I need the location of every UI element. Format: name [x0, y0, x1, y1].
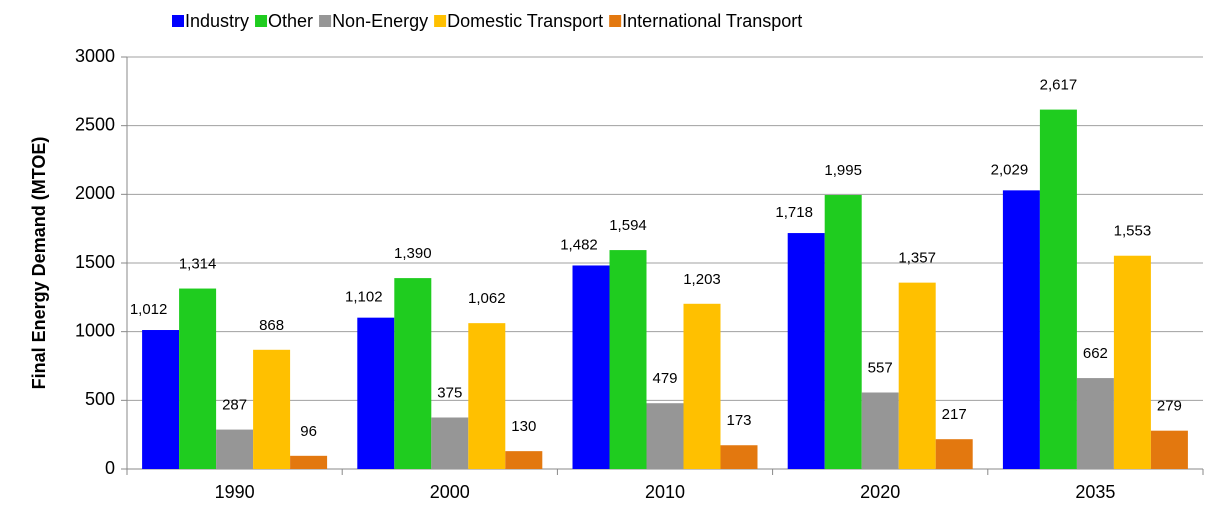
bar — [394, 278, 432, 469]
data-label: 173 — [726, 412, 751, 429]
bar — [468, 323, 506, 469]
bar — [179, 288, 217, 469]
data-label: 662 — [1083, 345, 1108, 362]
x-tick-label: 2000 — [430, 482, 470, 502]
bar — [1150, 430, 1188, 469]
data-label: 279 — [1157, 398, 1182, 415]
bar — [898, 282, 936, 469]
bar — [861, 392, 899, 469]
bar — [1113, 255, 1151, 469]
y-tick-label: 1000 — [75, 320, 115, 340]
legend-label: Domestic Transport — [447, 11, 603, 31]
legend-swatch — [319, 15, 332, 27]
data-label: 96 — [300, 423, 317, 440]
data-label: 1,594 — [609, 217, 647, 234]
y-tick-label: 3000 — [75, 46, 115, 66]
y-tick-label: 2500 — [75, 114, 115, 134]
y-tick-label: 500 — [85, 389, 115, 409]
data-label: 1,012 — [130, 301, 168, 318]
data-label: 479 — [652, 370, 677, 387]
x-tick-label: 2020 — [860, 482, 900, 502]
bar — [142, 330, 180, 469]
legend-swatch — [172, 15, 184, 27]
legend-label: Non-Energy — [332, 11, 428, 31]
bar — [1039, 109, 1077, 469]
data-label: 1,357 — [898, 250, 936, 267]
y-tick-label: 0 — [105, 458, 115, 478]
data-label: 1,553 — [1114, 223, 1152, 240]
y-axis-label: Final Energy Demand (MTOE) — [29, 137, 49, 390]
data-label: 217 — [942, 406, 967, 423]
legend-label: Industry — [185, 11, 249, 31]
legend-swatch — [255, 15, 268, 27]
bar — [505, 451, 543, 469]
bar — [357, 317, 395, 469]
bar — [572, 265, 610, 469]
bar — [609, 250, 647, 469]
bar — [1076, 378, 1114, 469]
legend-label: Other — [268, 11, 313, 31]
data-label: 1,718 — [775, 204, 813, 221]
data-label: 2,617 — [1040, 77, 1078, 94]
data-label: 1,390 — [394, 245, 432, 262]
x-tick-label: 2035 — [1075, 482, 1115, 502]
y-tick-label: 2000 — [75, 183, 115, 203]
data-label: 375 — [437, 384, 462, 401]
data-label: 868 — [259, 317, 284, 334]
bar — [720, 445, 758, 469]
legend-label: International Transport — [622, 11, 802, 31]
data-label: 130 — [511, 418, 536, 435]
data-label: 1,995 — [824, 162, 862, 179]
bar — [216, 429, 254, 469]
data-label: 287 — [222, 397, 247, 414]
data-label: 1,482 — [560, 236, 598, 253]
legend-swatch — [609, 15, 622, 27]
bar — [824, 195, 862, 469]
bar — [787, 233, 825, 469]
bar — [290, 455, 328, 469]
data-label: 1,062 — [468, 290, 506, 307]
bar — [646, 403, 684, 469]
bar — [1002, 190, 1040, 470]
x-tick-label: 1990 — [215, 482, 255, 502]
y-tick-label: 1500 — [75, 252, 115, 272]
bar — [431, 417, 469, 469]
x-tick-label: 2010 — [645, 482, 685, 502]
data-label: 1,203 — [683, 271, 721, 288]
data-label: 1,314 — [179, 256, 217, 273]
legend-swatch — [434, 15, 447, 27]
data-label: 557 — [868, 359, 893, 376]
data-label: 2,029 — [991, 161, 1029, 178]
bar — [935, 439, 973, 469]
bar — [683, 303, 721, 469]
bar — [253, 349, 291, 469]
data-label: 1,102 — [345, 289, 383, 306]
